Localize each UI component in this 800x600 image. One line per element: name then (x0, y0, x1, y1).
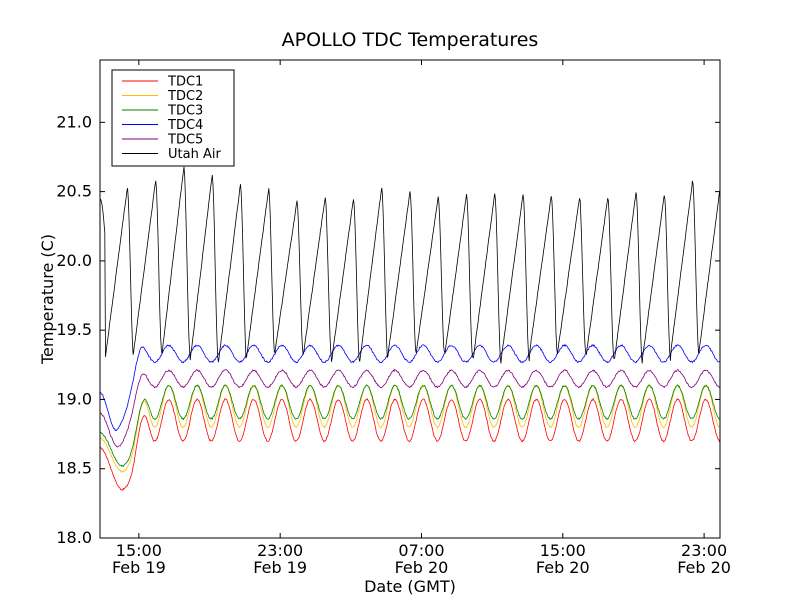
x-tick-label: 23:00 (257, 541, 303, 560)
x-tick-date-label: Feb 20 (536, 558, 590, 577)
y-axis-label: Temperature (C) (38, 234, 57, 365)
x-tick-label: 15:00 (116, 541, 162, 560)
series-line-tdc5 (99, 368, 721, 448)
y-tick-label: 21.0 (56, 112, 92, 131)
x-tick-label: 15:00 (540, 541, 586, 560)
y-tick-label: 19.0 (56, 389, 92, 408)
x-tick-date-label: Feb 20 (677, 558, 731, 577)
series-line-utah-air (99, 166, 721, 364)
y-tick-label: 18.0 (56, 528, 92, 547)
series-layer (99, 166, 721, 491)
plot-frame (99, 59, 721, 539)
x-tick-label: 07:00 (398, 541, 444, 560)
series-line-tdc2 (99, 384, 720, 473)
series-line-tdc1 (99, 397, 721, 491)
x-tick-label: 23:00 (681, 541, 727, 560)
series-line-tdc4 (99, 343, 721, 432)
x-axis-label: Date (GMT) (364, 577, 456, 596)
legend-entry: Utah Air (168, 147, 221, 162)
y-tick-label: 19.5 (56, 320, 92, 339)
x-tick-date-label: Feb 19 (253, 558, 307, 577)
legend-entry: TDC4 (167, 118, 203, 133)
legend-entry: TDC3 (167, 104, 203, 119)
y-tick-label: 20.0 (56, 251, 92, 270)
y-tick-label: 18.5 (56, 459, 92, 478)
legend-box (111, 69, 235, 167)
x-tick-date-label: Feb 20 (395, 558, 449, 577)
legend-entry: TDC1 (167, 75, 203, 90)
chart-title: APOLLO TDC Temperatures (282, 29, 539, 51)
y-tick-label: 20.5 (56, 182, 92, 201)
legend-entry: TDC2 (167, 89, 203, 104)
series-line-tdc3 (99, 384, 721, 468)
legend-entry: TDC5 (167, 133, 203, 148)
x-tick-date-label: Feb 19 (112, 558, 166, 577)
